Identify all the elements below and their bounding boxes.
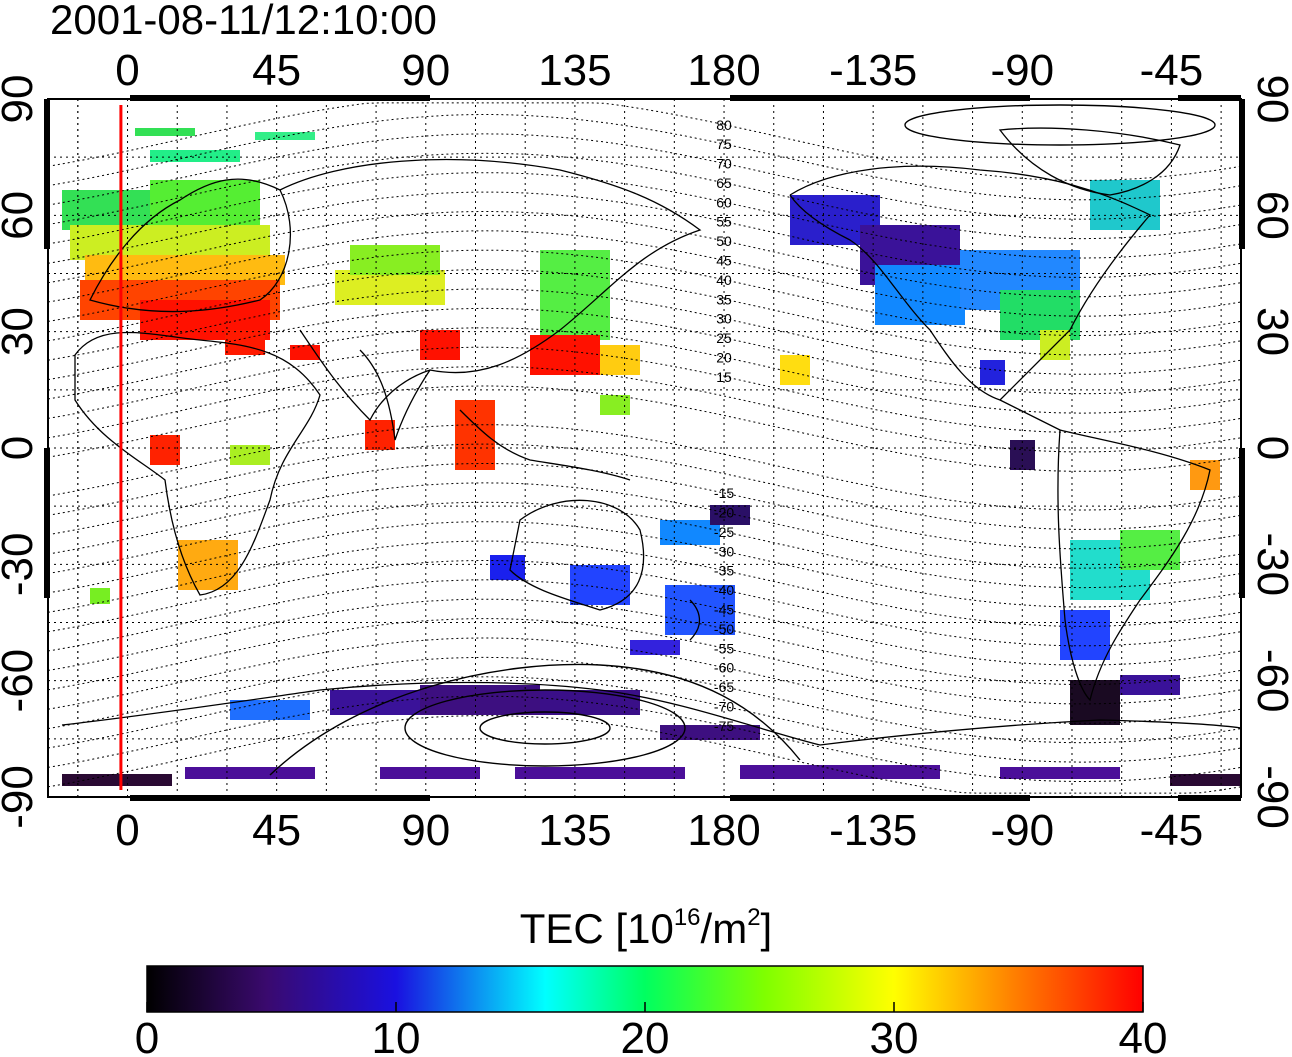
contour-label-north: 20 xyxy=(716,349,732,365)
colorbar-tick-label: 10 xyxy=(372,1014,421,1057)
lat-tick-left: 0 xyxy=(0,436,42,460)
frame-bars xyxy=(44,95,1245,801)
contour-label-north: 25 xyxy=(716,330,732,346)
lon-tick-bottom: 45 xyxy=(252,806,301,855)
lon-tick-bottom: 90 xyxy=(401,806,450,855)
lon-tick-labels-bottom: 0 45 90 135 180 -135 -90 -45 xyxy=(115,806,1203,855)
lon-tick-top: -135 xyxy=(829,46,917,95)
contour-label-south: -30 xyxy=(714,543,734,559)
colorbar-title-exp1: 16 xyxy=(673,904,701,931)
lon-tick-top: 0 xyxy=(115,46,139,95)
lat-tick-left: 60 xyxy=(0,191,42,240)
contour-label-south: -15 xyxy=(714,485,734,501)
contour-label-north: 15 xyxy=(716,369,732,385)
lat-tick-right: -90 xyxy=(1248,765,1292,829)
contour-label-south: -60 xyxy=(714,660,734,676)
contour-label-south: -45 xyxy=(714,602,734,618)
lon-tick-bottom: 0 xyxy=(115,806,139,855)
colorbar-title-end: ] xyxy=(760,905,773,952)
contour-label-north: 35 xyxy=(716,291,732,307)
contour-label-south: -40 xyxy=(714,582,734,598)
lon-tick-top: -45 xyxy=(1140,46,1204,95)
contour-label-south: -55 xyxy=(714,640,734,656)
polar-contours xyxy=(269,104,1216,776)
lat-tick-right: -60 xyxy=(1248,649,1292,713)
contour-label-north: 40 xyxy=(716,272,732,288)
lon-tick-bottom: -135 xyxy=(829,806,917,855)
coastlines xyxy=(61,127,1241,746)
contour-label-north: 70 xyxy=(716,156,732,172)
lon-tick-bottom: -90 xyxy=(990,806,1054,855)
contour-label-south: -25 xyxy=(714,524,734,540)
contour-label-south: -50 xyxy=(714,621,734,637)
lat-tick-labels-right: 90 60 30 0 -30 -60 -90 xyxy=(1248,75,1292,829)
plot-title: 2001-08-11/12:10:00 xyxy=(50,0,437,43)
contour-label-south: -65 xyxy=(714,679,734,695)
contour-label-north: 80 xyxy=(716,117,732,133)
lon-tick-bottom: -45 xyxy=(1140,806,1204,855)
colorbar-tick-label: 30 xyxy=(870,1014,919,1057)
lat-lon-grid xyxy=(48,99,1241,797)
lat-tick-left: -90 xyxy=(0,765,42,829)
contour-labels: 80 75 70 65 60 55 50 45 40 35 30 25 20 15 -15 -20 -25 -30… xyxy=(714,117,734,734)
lon-tick-labels-top: 0 45 90 135 180 -135 -90 -45 xyxy=(115,46,1203,95)
lat-tick-right: 90 xyxy=(1248,75,1292,124)
contour-label-north: 60 xyxy=(716,194,732,210)
contour-label-north: 30 xyxy=(716,311,732,327)
lon-tick-bottom: 135 xyxy=(538,806,611,855)
contour-label-south: -70 xyxy=(714,698,734,714)
contour-label-north: 45 xyxy=(716,253,732,269)
lat-tick-left: -60 xyxy=(0,649,42,713)
contour-label-north: 65 xyxy=(716,175,732,191)
lat-tick-right: 0 xyxy=(1248,436,1292,460)
lat-tick-right: 30 xyxy=(1248,307,1292,356)
contour-label-south: -75 xyxy=(714,718,734,734)
tec-observation-patches xyxy=(62,128,1240,786)
lat-tick-left: -30 xyxy=(0,533,42,597)
lat-tick-left: 90 xyxy=(0,75,42,124)
colorbar-title-mid: /m xyxy=(700,905,748,952)
colorbar-tick-label: 20 xyxy=(621,1014,670,1057)
contour-label-north: 55 xyxy=(716,214,732,230)
lon-tick-bottom: 180 xyxy=(687,806,760,855)
lat-tick-labels-left: 90 60 30 0 -30 -60 -90 xyxy=(0,75,42,829)
lon-tick-top: -90 xyxy=(990,46,1054,95)
colorbar-title-exp2: 2 xyxy=(747,904,761,931)
lon-tick-top: 135 xyxy=(538,46,611,95)
lat-tick-right: -30 xyxy=(1248,533,1292,597)
colorbar-tick-label: 0 xyxy=(135,1014,159,1057)
colorbar-title: TEC [1016/m2] xyxy=(0,905,1292,953)
colorbar-tick-labels: 0 10 20 30 40 xyxy=(135,1002,1168,1057)
lon-tick-top: 180 xyxy=(687,46,760,95)
contour-label-south: -35 xyxy=(714,563,734,579)
lon-tick-top: 45 xyxy=(252,46,301,95)
colorbar-tick-label: 40 xyxy=(1119,1014,1168,1057)
lat-tick-left: 30 xyxy=(0,307,42,356)
lat-tick-right: 60 xyxy=(1248,191,1292,240)
contour-label-south: -20 xyxy=(714,505,734,521)
contour-label-north: 50 xyxy=(716,233,732,249)
colorbar-title-main: TEC [10 xyxy=(519,905,674,952)
lon-tick-top: 90 xyxy=(401,46,450,95)
contour-label-north: 75 xyxy=(716,136,732,152)
